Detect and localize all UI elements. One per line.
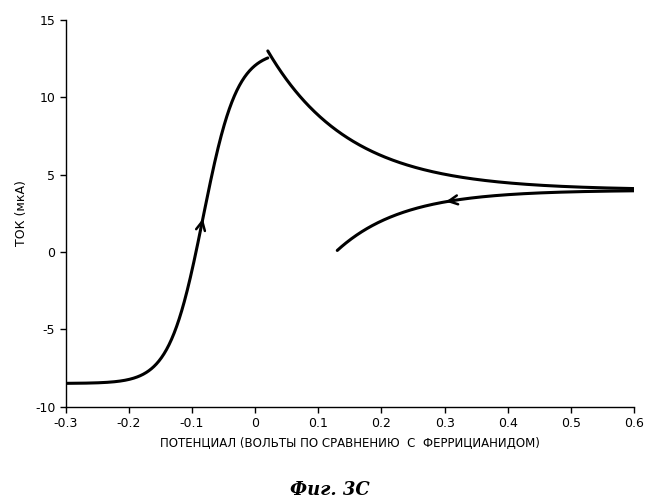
X-axis label: ПОТЕНЦИАЛ (ВОЛЬТЫ ПО СРАВНЕНИЮ  С  ФЕРРИЦИАНИДОМ): ПОТЕНЦИАЛ (ВОЛЬТЫ ПО СРАВНЕНИЮ С ФЕРРИЦИ…: [160, 437, 540, 450]
Text: Фиг. 3С: Фиг. 3С: [289, 481, 370, 499]
Y-axis label: ТОК (мкА): ТОК (мкА): [15, 180, 28, 246]
